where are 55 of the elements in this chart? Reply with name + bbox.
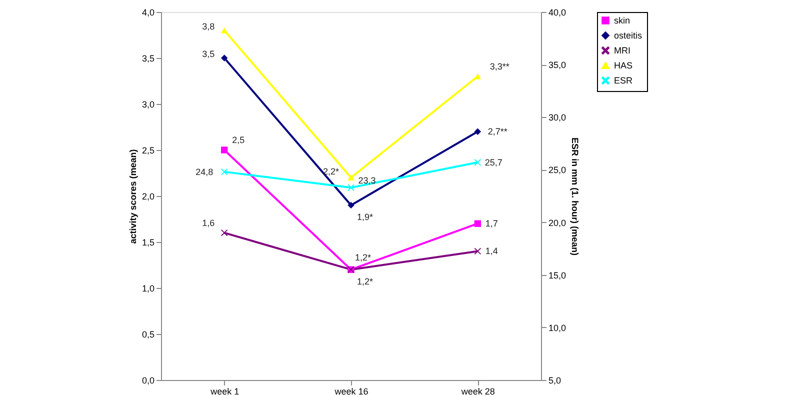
y-tick-label: 2,0 bbox=[142, 192, 154, 202]
y-tick-label: 1,5 bbox=[142, 238, 154, 248]
point bbox=[220, 27, 228, 34]
y2-axis-title: ESR in mm (1. hour) (mean) bbox=[570, 137, 580, 256]
point bbox=[474, 159, 482, 166]
legend-label: osteitis bbox=[614, 30, 643, 40]
legend-label: skin bbox=[614, 16, 630, 26]
x-tick-label: week 16 bbox=[334, 386, 368, 396]
legend-label: HAS bbox=[614, 60, 633, 70]
data-label: 2,7** bbox=[488, 126, 508, 137]
data-label: 1,2* bbox=[356, 276, 374, 287]
data-label: 1,9* bbox=[356, 212, 374, 222]
data-label: 3,8 bbox=[202, 21, 215, 32]
point bbox=[348, 174, 354, 181]
data-label: 1,6 bbox=[202, 218, 215, 228]
data-label: 2,5 bbox=[232, 135, 245, 145]
point bbox=[220, 146, 228, 154]
y-tick-label: 0,5 bbox=[142, 330, 154, 340]
point bbox=[474, 248, 482, 255]
data-label: 3,5 bbox=[202, 49, 215, 59]
data-label: 1,4 bbox=[485, 246, 498, 256]
y-tick-label: 2,5 bbox=[142, 146, 154, 156]
y2-tick-label: 15,0 bbox=[548, 270, 566, 280]
y2-tick-label: 10,0 bbox=[548, 322, 566, 333]
point bbox=[348, 202, 354, 209]
point bbox=[474, 128, 482, 135]
point bbox=[220, 54, 228, 62]
y2-tick-label: 30,0 bbox=[548, 112, 566, 123]
point bbox=[220, 229, 228, 236]
y-tick-label: 3,0 bbox=[142, 100, 154, 110]
x-tick-label: week 1 bbox=[210, 386, 240, 396]
y2-tick-label: 40,0 bbox=[548, 8, 566, 18]
point bbox=[220, 168, 228, 176]
y-tick-label: 4,0 bbox=[142, 8, 154, 18]
y-tick-label: 0,0 bbox=[142, 376, 154, 386]
data-label: 2,2* bbox=[322, 166, 340, 177]
y-tick-label: 3,5 bbox=[142, 54, 154, 64]
y2-tick-label: 5,0 bbox=[548, 376, 562, 386]
point bbox=[348, 184, 354, 191]
data-label: 24,8 bbox=[196, 166, 214, 177]
point bbox=[474, 73, 482, 80]
y-tick-label: 1,0 bbox=[142, 284, 154, 294]
y2-tick-label: 20,0 bbox=[548, 218, 566, 228]
x-tick-label: week 28 bbox=[460, 386, 495, 396]
data-label: 23,3 bbox=[358, 176, 376, 186]
data-label: 1,7 bbox=[485, 218, 498, 229]
data-label: 3,3** bbox=[490, 61, 510, 72]
point bbox=[474, 220, 482, 227]
y2-tick-label: 25,0 bbox=[548, 165, 566, 176]
data-label: 25,7 bbox=[484, 157, 502, 168]
legend-label: MRI bbox=[614, 46, 630, 56]
y-axis-title: activity scores (mean) bbox=[128, 149, 138, 244]
y2-tick-label: 35,0 bbox=[548, 60, 566, 70]
legend-label: ESR bbox=[614, 76, 634, 86]
data-label: 1,2* bbox=[354, 252, 372, 263]
